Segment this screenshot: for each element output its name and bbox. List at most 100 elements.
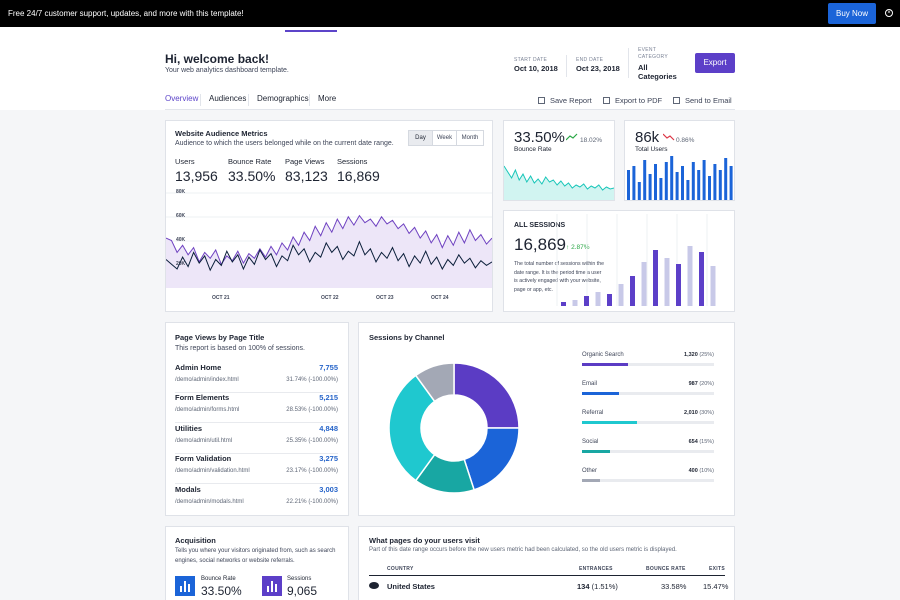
channel-count: 1,320 [684,352,698,358]
users-bar [627,170,630,200]
y-tick: 20K [176,261,186,267]
promo-bar: Free 24/7 customer support, updates, and… [0,0,900,27]
channel-name: Organic Search [582,352,624,358]
users-bar [643,160,647,200]
channel-bar [582,363,629,366]
users-bar [713,164,717,200]
total-users-bars [627,156,733,200]
column-header: EXITS [709,566,725,572]
end-date[interactable]: Oct 23, 2018 [576,64,620,73]
users-bar [664,162,668,200]
channel-track [582,450,714,453]
table-row[interactable]: Form Validation /demo/admin/validation.h… [175,454,338,484]
range-week[interactable]: Week [433,131,457,145]
tab-more[interactable]: More [318,94,337,103]
page-views-value: 7,755 [319,363,338,372]
y-tick: 40K [176,237,186,243]
sessions-bar [607,294,612,306]
promo-text: Free 24/7 customer support, updates, and… [8,9,244,18]
metric-value-users: 13,956 [175,168,218,184]
column-header: BOUNCE RATE [646,566,686,572]
send-email-label: Send to Email [685,96,732,105]
export-button[interactable]: Export [695,53,735,73]
channel-donut-chart [388,362,520,494]
save-report-label: Save Report [550,96,592,105]
buy-now-button[interactable]: Buy Now [828,3,876,24]
pages-visit-card [358,526,735,600]
entrances-cell: 134 (1.51%) [577,582,618,591]
acq-sessions-label: Sessions [287,576,312,582]
sessions-bar [618,284,624,306]
users-bar [718,170,722,200]
sessions-bar [584,296,589,306]
sessions-bar [710,266,716,306]
sessions-bar [664,258,670,306]
page-path: /demo/admin/util.html [175,438,233,444]
users-bar [659,178,663,200]
metric-value-sessions: 16,869 [337,168,380,184]
pages-visit-title: What pages do your users visit [369,536,480,545]
total-users-card [624,120,735,201]
end-date-label: END DATE [576,57,604,63]
trend-up-icon [566,133,578,141]
metric-label-pageviews: Page Views [285,157,325,166]
table-row[interactable]: Admin Home /demo/admin/index.html 7,755 … [175,363,338,393]
table-row[interactable]: Modals /demo/admin/modals.html 3,003 22.… [175,485,338,515]
channel-count: 400 [688,468,698,474]
start-date-label: START DATE [514,57,548,63]
tab-demographics[interactable]: Demographics [257,94,309,103]
page-title: Hi, welcome back! [165,52,270,66]
divider [566,55,567,77]
export-pdf-button[interactable]: Export to PDF [603,96,662,105]
sessions-delta: ↑ 2.87% [566,244,590,251]
sessions-bar [653,250,658,306]
tab-overview[interactable]: Overview [165,94,199,103]
donut-slice [453,362,520,429]
us-flag-icon [369,582,379,589]
total-users-delta: 0.86% [676,137,695,144]
arrow-up-icon: ↑ [566,244,572,251]
trend-down-icon [663,133,675,141]
page-path: /demo/admin/index.html [175,377,239,383]
range-day[interactable]: Day [409,131,433,145]
audience-subtitle: Audience to which the users belonged whi… [175,140,394,147]
series-area [166,215,492,288]
bounce-value: 33.50% [514,129,565,146]
tab-audiences[interactable]: Audiences [209,94,247,103]
y-tick: 80K [176,189,186,195]
page-title-cell: Modals [175,485,201,494]
users-bar [670,156,674,200]
donut-slice [388,374,436,482]
bounce-cell: 33.58% [661,582,687,591]
file-icon [603,97,610,104]
event-category[interactable]: All Categories [638,63,677,81]
metric-value-pageviews: 83,123 [285,168,328,184]
sparkline-line [504,165,614,191]
series-line [166,240,492,272]
sessions-bar [561,302,566,306]
table-row[interactable]: Form Elements /demo/admin/forms.html 5,2… [175,393,338,423]
channel-pct: (30%) [699,410,714,416]
entrances-pct: (1.51%) [591,582,618,591]
column-header: ENTRANCES [579,566,613,572]
table-row[interactable]: Utilities /demo/admin/util.html 4,848 25… [175,424,338,454]
table-header-rule [369,575,725,576]
save-report-button[interactable]: Save Report [538,96,592,105]
range-month[interactable]: Month [461,135,479,141]
page-views-pct: 23.17% (-100.00%) [286,468,338,474]
page-title-cell: Admin Home [175,363,222,372]
users-bar [724,158,728,200]
start-date[interactable]: Oct 10, 2018 [514,64,558,73]
acq-sessions-value: 9,065 [287,584,318,598]
divider [248,94,249,106]
send-email-button[interactable]: Send to Email [673,96,732,105]
page-title-cell: Form Validation [175,454,232,463]
channel-pct: (25%) [699,352,714,358]
tab-underline [165,109,735,110]
metric-value-bounce: 33.50% [228,168,276,184]
acquisition-subtitle: Tells you where your visitors originated… [175,548,336,564]
close-icon[interactable]: × [885,9,893,17]
bounce-label: Bounce Rate [514,146,552,153]
users-bar [681,166,684,200]
channel-name: Social [582,439,599,445]
